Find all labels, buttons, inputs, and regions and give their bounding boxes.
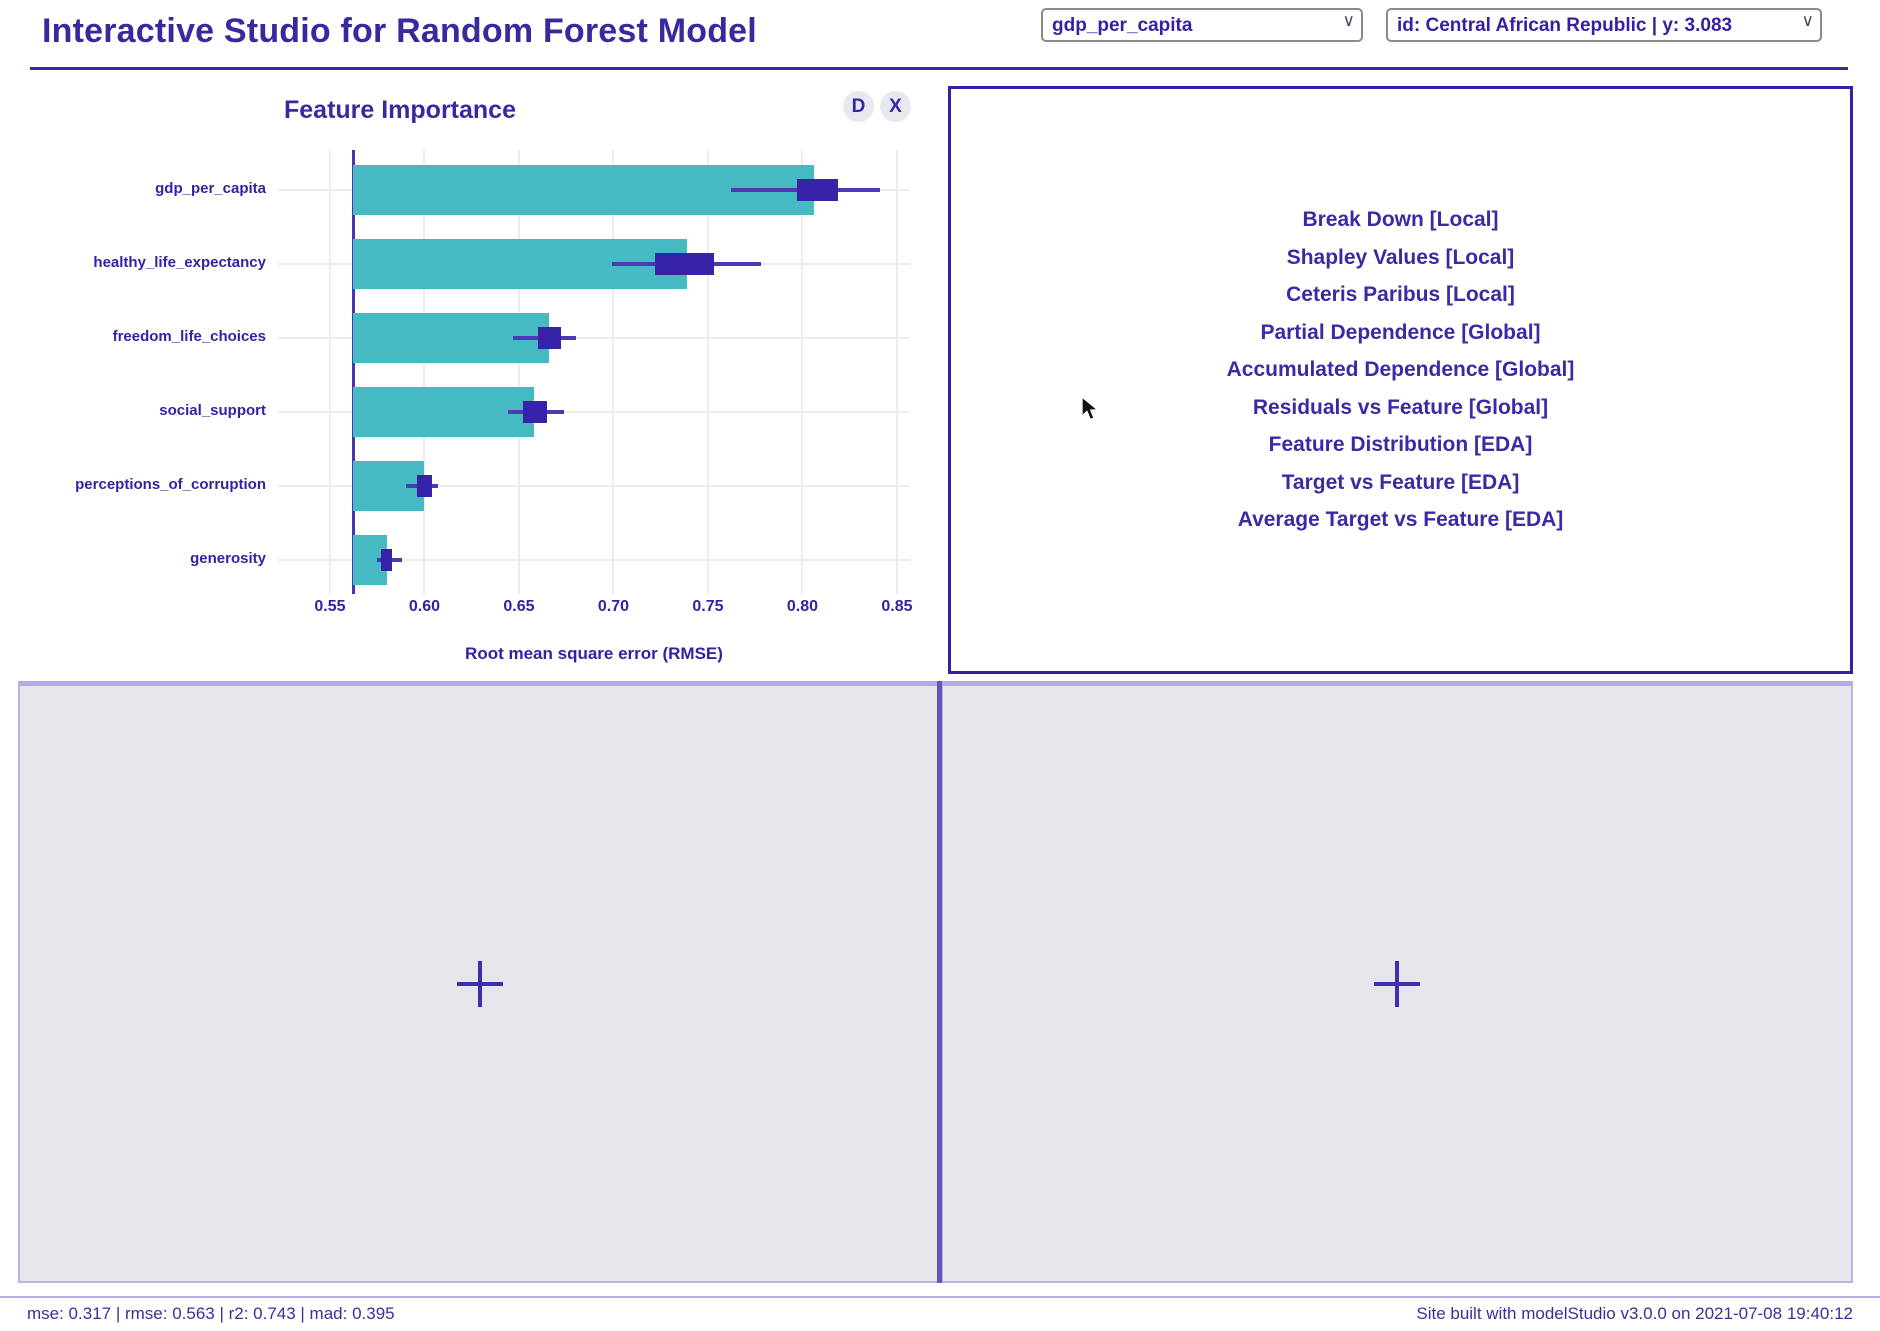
importance-bar-social_support[interactable] (352, 387, 535, 437)
footer-divider (0, 1296, 1880, 1298)
boxplot-box-generosity (381, 549, 393, 571)
boxplot-box-perceptions_of_corruption (416, 475, 433, 497)
y-axis-label-gdp_per_capita: gdp_per_capita (155, 180, 266, 197)
close-button[interactable]: X (880, 91, 911, 122)
model-metrics: mse: 0.317 | rmse: 0.563 | r2: 0.743 | m… (27, 1304, 395, 1323)
boxplot-box-social_support (522, 401, 548, 423)
feature-importance-plot (278, 150, 910, 594)
page-title: Interactive Studio for Random Forest Mod… (42, 12, 757, 50)
menu-item-feature-distribution-eda[interactable]: Feature Distribution [EDA] (1268, 433, 1533, 456)
feature-select-wrap: gdp_per_capita ∨ (1041, 8, 1363, 42)
y-axis-label-social_support: social_support (159, 402, 266, 419)
x-tick-label: 0.70 (597, 598, 630, 615)
gridline (517, 150, 520, 594)
y-axis-label-perceptions_of_corruption: perceptions_of_corruption (75, 476, 266, 493)
gridline (278, 337, 910, 339)
gridline (278, 559, 910, 561)
x-tick-label: 0.65 (503, 598, 535, 615)
menu-item-partial-dependence-global[interactable]: Partial Dependence [Global] (1260, 320, 1541, 344)
x-tick-label: 0.60 (408, 598, 441, 615)
build-info: Site built with modelStudio v3.0.0 on 20… (1416, 1304, 1853, 1323)
menu-item-target-vs-feature-eda[interactable]: Target vs Feature [EDA] (1281, 470, 1520, 494)
gridline (278, 411, 910, 413)
boxplot-box-healthy_life_expectancy (655, 253, 714, 275)
observation-select[interactable]: id: Central African Republic | y: 3.083 (1386, 8, 1822, 42)
download-button[interactable]: D (843, 91, 874, 122)
menu-item-accumulated-dependence-global[interactable]: Accumulated Dependence [Global] (1226, 358, 1575, 381)
x-tick-label: 0.80 (786, 598, 819, 615)
y-axis-label-healthy_life_expectancy: healthy_life_expectancy (93, 254, 266, 271)
x-tick-label: 0.75 (692, 598, 724, 615)
menu-item-shapley-values-local[interactable]: Shapley Values [Local] (1286, 245, 1515, 269)
gridline (706, 150, 709, 594)
plus-icon (456, 960, 503, 1007)
gridline (801, 150, 804, 594)
menu-item-ceteris-paribus-local[interactable]: Ceteris Paribus [Local] (1286, 283, 1515, 306)
plot-menu-panel: Break Down [Local] Shapley Values [Local]… (948, 86, 1853, 674)
gridline (278, 485, 910, 487)
baseline-full-model-rmse (351, 150, 355, 594)
boxplot-box-gdp_per_capita (796, 179, 839, 201)
observation-select-wrap: id: Central African Republic | y: 3.083 … (1386, 8, 1822, 42)
plus-icon (1374, 960, 1420, 1007)
gridline (612, 150, 615, 594)
x-axis-title: Root mean square error (RMSE) (465, 644, 723, 663)
gridline (895, 150, 898, 594)
empty-plot-slot-left[interactable] (18, 681, 941, 1283)
menu-item-average-target-vs-feature-eda[interactable]: Average Target vs Feature [EDA] (1237, 508, 1564, 531)
x-tick-label: 0.85 (881, 598, 913, 615)
menu-item-residuals-vs-feature-global[interactable]: Residuals vs Feature [Global] (1252, 395, 1549, 419)
feature-select[interactable]: gdp_per_capita (1041, 8, 1363, 42)
menu-item-break-down-local[interactable]: Break Down [Local] (1302, 208, 1499, 231)
boxplot-box-freedom_life_choices (537, 327, 561, 349)
mouse-cursor-icon (1081, 396, 1100, 421)
feature-importance-title: Feature Importance (283, 96, 516, 124)
title-underline (30, 67, 1848, 70)
gridline (328, 150, 331, 594)
y-axis-label-freedom_life_choices: freedom_life_choices (112, 328, 266, 345)
panel-divider (937, 681, 942, 1283)
empty-plot-slot-right[interactable] (941, 681, 1853, 1283)
x-tick-label: 0.55 (314, 598, 346, 615)
gridline (423, 150, 426, 594)
plot-menu-list: Break Down [Local] Shapley Values [Local]… (951, 201, 1850, 539)
y-axis-label-generosity: generosity (190, 550, 266, 567)
